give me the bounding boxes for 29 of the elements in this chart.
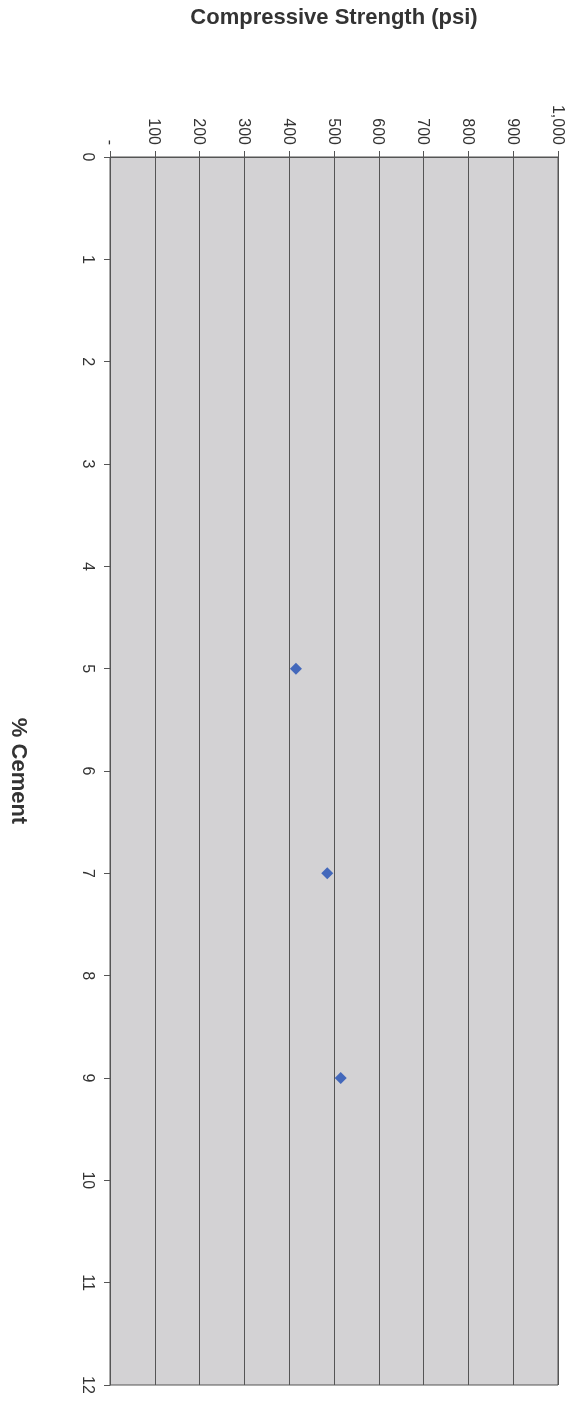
x-tick-label: 400: [280, 118, 298, 146]
y-tick-label: 10: [79, 1171, 97, 1190]
y-tick-label: 7: [79, 868, 97, 878]
x-tick-label: 500: [325, 118, 343, 146]
y-tick-label: 12: [79, 1376, 97, 1394]
x-tick-label: 200: [191, 118, 209, 146]
point: [321, 867, 334, 880]
point: [289, 662, 302, 675]
x-tick-label: 300: [235, 118, 253, 146]
x-tick-label: 600: [370, 118, 388, 146]
y-tick-label: 6: [79, 766, 97, 776]
y-tick-label: 9: [79, 1073, 97, 1083]
x-tick-label: -: [101, 139, 119, 145]
y-tick-label: 11: [79, 1274, 97, 1292]
y-tick-label: 2: [79, 357, 97, 367]
x-axis-title: Compressive Strength (psi): [190, 3, 478, 29]
x-tick-label: 1,000: [549, 104, 567, 146]
x-tick-label: 700: [415, 118, 433, 146]
y-tick-label: 1: [79, 254, 97, 264]
y-tick-label: 3: [79, 459, 97, 469]
y-tick-label: 0: [79, 152, 97, 162]
y-tick-label: 4: [79, 561, 97, 571]
x-tick-label: 100: [146, 118, 164, 146]
x-tick-label: 800: [459, 118, 477, 146]
y-axis-title: % Cement: [6, 717, 32, 825]
y-tick-label: 8: [79, 971, 97, 981]
x-tick-label: 900: [504, 118, 522, 146]
y-tick-label: 5: [79, 664, 97, 674]
point: [334, 1072, 347, 1084]
